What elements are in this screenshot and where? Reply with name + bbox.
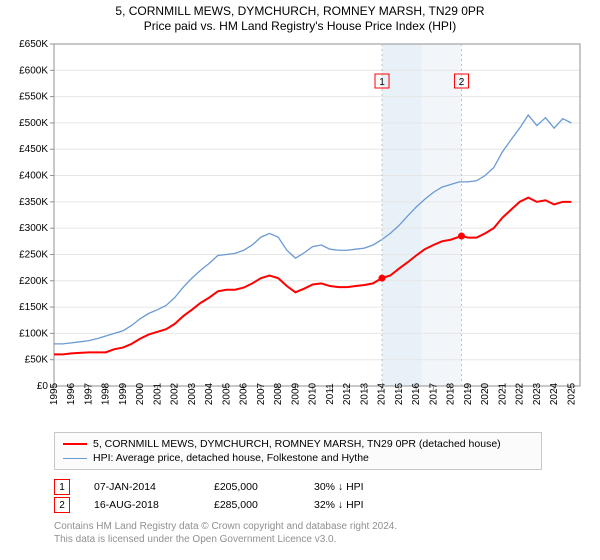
plot-border bbox=[54, 44, 580, 386]
sale-row: 1 07-JAN-2014£205,00030% ↓ HPI bbox=[54, 478, 454, 496]
sale-row-date: 16-AUG-2018 bbox=[94, 499, 214, 511]
legend-label: 5, CORNMILL MEWS, DYMCHURCH, ROMNEY MARS… bbox=[93, 438, 501, 450]
legend-box: 5, CORNMILL MEWS, DYMCHURCH, ROMNEY MARS… bbox=[54, 432, 542, 470]
chart-titles: 5, CORNMILL MEWS, DYMCHURCH, ROMNEY MARS… bbox=[0, 0, 600, 33]
title-subtitle: Price paid vs. HM Land Registry's House … bbox=[0, 19, 600, 33]
ytick-label: £200K bbox=[19, 276, 48, 287]
xtick-label: 2021 bbox=[497, 382, 508, 405]
ytick-label: £550K bbox=[19, 92, 48, 103]
sale-row: 2 16-AUG-2018£285,00032% ↓ HPI bbox=[54, 496, 454, 514]
sale-dot bbox=[458, 233, 465, 240]
xtick-label: 2017 bbox=[428, 382, 439, 405]
ytick-label: £500K bbox=[19, 118, 48, 129]
chart-svg: £0 £50K £100K £150K £200K £250K £300K £350K £400… bbox=[10, 38, 590, 426]
sale-marker-num: 1 bbox=[379, 77, 385, 88]
legend-label: HPI: Average price, detached house, Folk… bbox=[93, 452, 369, 464]
sales-table: 1 07-JAN-2014£205,00030% ↓ HPI 2 16-AUG-201… bbox=[54, 478, 454, 514]
footer-line1: Contains HM Land Registry data © Crown c… bbox=[54, 520, 397, 533]
sale-row-marker: 2 bbox=[54, 497, 70, 513]
ytick-label: £350K bbox=[19, 197, 48, 208]
ytick-label: £650K bbox=[19, 39, 48, 50]
sale-row-marker: 1 bbox=[54, 479, 70, 495]
legend-swatch bbox=[63, 443, 87, 445]
xtick-label: 2009 bbox=[290, 382, 301, 405]
sale-dot bbox=[379, 275, 386, 282]
xtick-label: 2015 bbox=[394, 382, 405, 405]
xtick-label: 2023 bbox=[532, 382, 543, 405]
xtick-label: 2007 bbox=[256, 382, 267, 405]
xtick-label: 2018 bbox=[446, 382, 457, 405]
ytick-label: £600K bbox=[19, 65, 48, 76]
xtick-label: 2003 bbox=[187, 382, 198, 405]
chart-area: £0 £50K £100K £150K £200K £250K £300K £350K £400… bbox=[10, 38, 590, 426]
footer-attribution: Contains HM Land Registry data © Crown c… bbox=[54, 520, 397, 546]
shade-band-2 bbox=[422, 44, 462, 386]
xtick-label: 2002 bbox=[170, 382, 181, 405]
sale-row-price: £205,000 bbox=[214, 481, 314, 493]
sale-row-price: £285,000 bbox=[214, 499, 314, 511]
ytick-label: £400K bbox=[19, 171, 48, 182]
sale-row-change: 32% ↓ HPI bbox=[314, 499, 454, 511]
xtick-label: 2011 bbox=[325, 383, 336, 405]
xtick-label: 1997 bbox=[83, 382, 94, 405]
xtick-label: 2001 bbox=[152, 382, 163, 405]
xtick-label: 2010 bbox=[308, 382, 319, 405]
legend-row: HPI: Average price, detached house, Folk… bbox=[63, 451, 533, 465]
sale-marker-num: 2 bbox=[459, 77, 465, 88]
legend-row: 5, CORNMILL MEWS, DYMCHURCH, ROMNEY MARS… bbox=[63, 437, 533, 451]
xtick-label: 2000 bbox=[135, 382, 146, 405]
xtick-label: 2012 bbox=[342, 382, 353, 405]
ytick-label: £0 bbox=[37, 381, 49, 392]
ytick-label: £450K bbox=[19, 144, 48, 155]
xtick-label: 2020 bbox=[480, 382, 491, 405]
ytick-label: £250K bbox=[19, 249, 48, 260]
shade-band-1 bbox=[382, 44, 422, 386]
xtick-label: 2025 bbox=[566, 382, 577, 405]
legend-swatch bbox=[63, 458, 87, 459]
footer-line2: This data is licensed under the Open Gov… bbox=[54, 533, 397, 546]
xtick-label: 2008 bbox=[273, 382, 284, 405]
xtick-label: 1999 bbox=[118, 382, 129, 405]
xtick-label: 2022 bbox=[515, 382, 526, 405]
ytick-label: £100K bbox=[19, 328, 48, 339]
ytick-label: £300K bbox=[19, 223, 48, 234]
xtick-label: 2013 bbox=[359, 382, 370, 405]
xtick-label: 2006 bbox=[239, 382, 250, 405]
xtick-label: 2024 bbox=[549, 382, 560, 405]
xtick-label: 2016 bbox=[411, 382, 422, 405]
xtick-label: 2019 bbox=[463, 382, 474, 405]
sale-row-date: 07-JAN-2014 bbox=[94, 481, 214, 493]
xtick-label: 1998 bbox=[101, 382, 112, 405]
xtick-label: 2004 bbox=[204, 382, 215, 405]
series-price_paid bbox=[54, 198, 571, 355]
xtick-label: 2005 bbox=[221, 382, 232, 405]
ytick-label: £150K bbox=[19, 302, 48, 313]
title-address: 5, CORNMILL MEWS, DYMCHURCH, ROMNEY MARS… bbox=[0, 4, 600, 18]
xtick-label: 1995 bbox=[49, 382, 60, 405]
xtick-label: 1996 bbox=[66, 382, 77, 405]
sale-row-change: 30% ↓ HPI bbox=[314, 481, 454, 493]
ytick-label: £50K bbox=[25, 355, 49, 366]
